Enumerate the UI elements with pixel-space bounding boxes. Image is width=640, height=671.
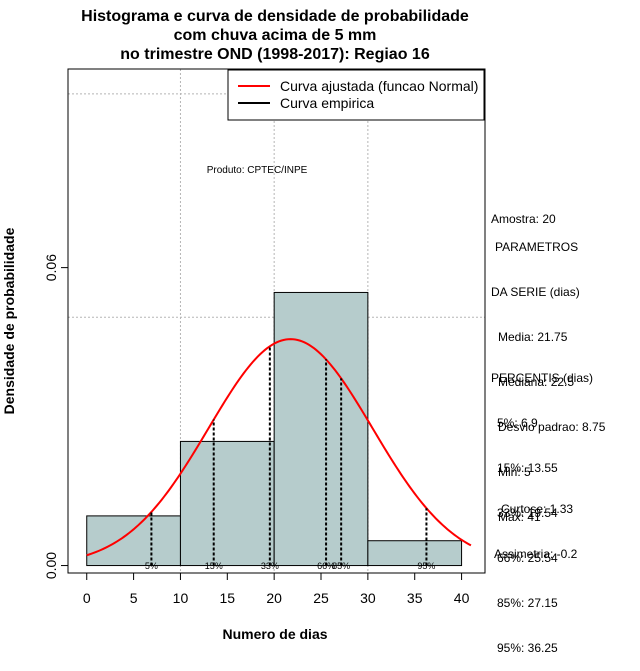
pct-5: 5%: 6.9 xyxy=(497,416,538,430)
percentile-label: 33% xyxy=(261,561,279,571)
x-tick-label: 30 xyxy=(360,590,376,606)
x-tick-label: 20 xyxy=(266,590,282,606)
x-tick-label: 5 xyxy=(130,590,138,606)
percentile-label: 85% xyxy=(332,561,350,571)
x-tick-label: 0 xyxy=(83,590,91,606)
stats-panel: Amostra: 20 xyxy=(491,182,556,242)
pct-85: 85%: 27.15 xyxy=(497,596,558,610)
histogram-bar xyxy=(86,515,181,567)
skewness: Assimetria: -0.2 xyxy=(494,547,578,561)
param-media: Media: 21.75 xyxy=(498,330,568,344)
pct-15: 15%: 13.55 xyxy=(497,461,558,475)
chart-title-line-2: com chuva acima de 5 mm xyxy=(174,27,377,44)
percentile-label: 5% xyxy=(145,561,158,571)
pct-33: 33%: 19.54 xyxy=(497,506,558,520)
param-max: Max: 41 xyxy=(498,510,541,524)
param-desvio: Desvio padrao: 8.75 xyxy=(498,420,606,434)
legend-label-fitted: Curva ajustada (funcao Normal) xyxy=(280,78,478,94)
percentiles-title: PERCENTIS (dias) xyxy=(491,371,594,385)
chart-title-line-3: no trimestre OND (1998-2017): Regiao 16 xyxy=(120,46,430,63)
product-annotation: Produto: CPTEC/INPE xyxy=(207,165,308,176)
y-axis: 0.00 0.06 xyxy=(43,254,69,579)
x-tick-label: 35 xyxy=(407,590,423,606)
legend: Curva ajustada (funcao Normal) Curva emp… xyxy=(227,69,485,121)
kurtosis: Curtose: 1.33 xyxy=(501,502,574,516)
x-tick-label: 15 xyxy=(220,590,236,606)
y-tick-label: 0.00 xyxy=(43,552,59,579)
percentile-label: 66% xyxy=(317,561,335,571)
percentile-label: 95% xyxy=(417,561,435,571)
series-parameters: PARAMETROS DA SERIE (dias) Media: 21.75 … xyxy=(491,210,605,540)
param-min: Min: 5 xyxy=(498,465,531,479)
params-subtitle: DA SERIE (dias) xyxy=(491,285,580,299)
legend-label-empirical: Curva empirica xyxy=(280,95,374,111)
param-mediana: Mediana: 22.5 xyxy=(498,375,575,389)
shape-stats: Curtose: 1.33 Assimetria: -0.2 xyxy=(491,472,577,577)
sample-size: Amostra: 20 xyxy=(491,212,556,226)
x-axis: 0 5 10 15 20 25 30 35 40 xyxy=(83,572,470,606)
histogram-bar xyxy=(273,291,369,567)
x-tick-label: 25 xyxy=(313,590,329,606)
histogram-bar xyxy=(179,440,275,567)
percentile-lines: 5% 15% 33% 66%85% 95% xyxy=(145,346,435,571)
x-tick-label: 10 xyxy=(173,590,189,606)
y-axis-label: Densidade de probabilidade xyxy=(1,227,17,414)
histogram-bars xyxy=(86,291,463,567)
legend-box xyxy=(227,69,485,121)
percentiles-panel: PERCENTIS (dias) 5%: 6.9 15%: 13.55 33%:… xyxy=(491,341,593,671)
pct-66: 66%: 25.54 xyxy=(497,551,558,565)
pct-95: 95%: 36.25 xyxy=(497,641,558,655)
params-title: PARAMETROS xyxy=(495,240,579,254)
y-tick-label: 0.06 xyxy=(43,254,59,281)
x-axis-label: Numero de dias xyxy=(222,626,327,642)
chart-title-line-1: Histograma e curva de densidade de proba… xyxy=(81,8,469,25)
histogram-bar xyxy=(367,540,463,567)
percentile-label: 15% xyxy=(205,561,223,571)
x-tick-label: 40 xyxy=(454,590,470,606)
